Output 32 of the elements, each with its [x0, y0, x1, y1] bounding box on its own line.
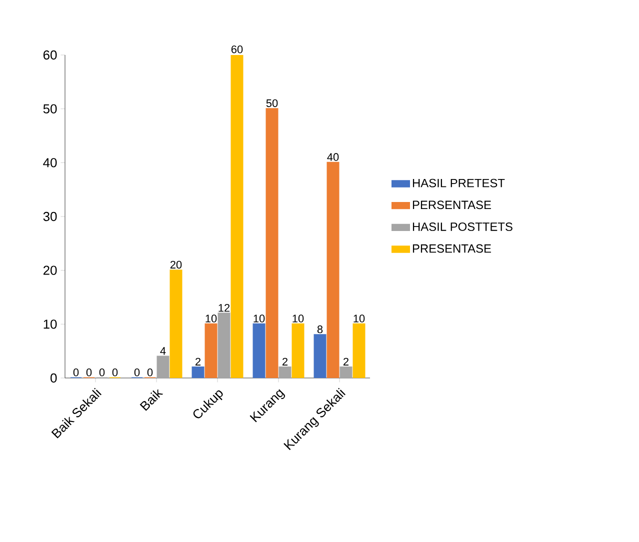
y-tick-label: 40: [43, 158, 57, 168]
data-label: 60: [231, 45, 243, 54]
data-label: 2: [282, 358, 288, 366]
data-label: 2: [344, 358, 348, 366]
data-label: 0: [86, 368, 92, 376]
data-label: 10: [254, 314, 265, 322]
data-label: 2: [196, 358, 201, 366]
data-label: 4: [160, 347, 166, 355]
x-tick-label: Baik: [140, 389, 164, 411]
data-label: 20: [170, 260, 182, 269]
data-label: 10: [206, 314, 217, 322]
y-tick-label: 10: [44, 320, 57, 329]
data-label: 10: [292, 314, 304, 322]
data-label: 12: [218, 304, 230, 312]
legend-label: PRESENTASE: [412, 244, 491, 253]
data-label: 0: [112, 368, 118, 376]
y-tick-label: 30: [43, 212, 57, 222]
data-label: 40: [327, 153, 339, 161]
y-tick-label: 60: [43, 50, 57, 60]
legend-label: PERSENTASE: [412, 200, 491, 210]
legend-label: HASIL POSTTETS: [412, 222, 512, 231]
data-label: 50: [266, 99, 278, 108]
data-label: 0: [73, 368, 79, 376]
y-tick-label: 50: [43, 104, 57, 114]
data-label: 0: [99, 368, 105, 376]
data-label: 10: [354, 314, 365, 322]
y-tick-label: 20: [43, 266, 57, 275]
data-label: 8: [317, 325, 323, 334]
data-label: 0: [134, 368, 140, 376]
y-tick-label: 0: [50, 373, 57, 383]
data-label: 0: [147, 368, 153, 376]
legend-label: HASIL PRETEST: [412, 178, 505, 188]
